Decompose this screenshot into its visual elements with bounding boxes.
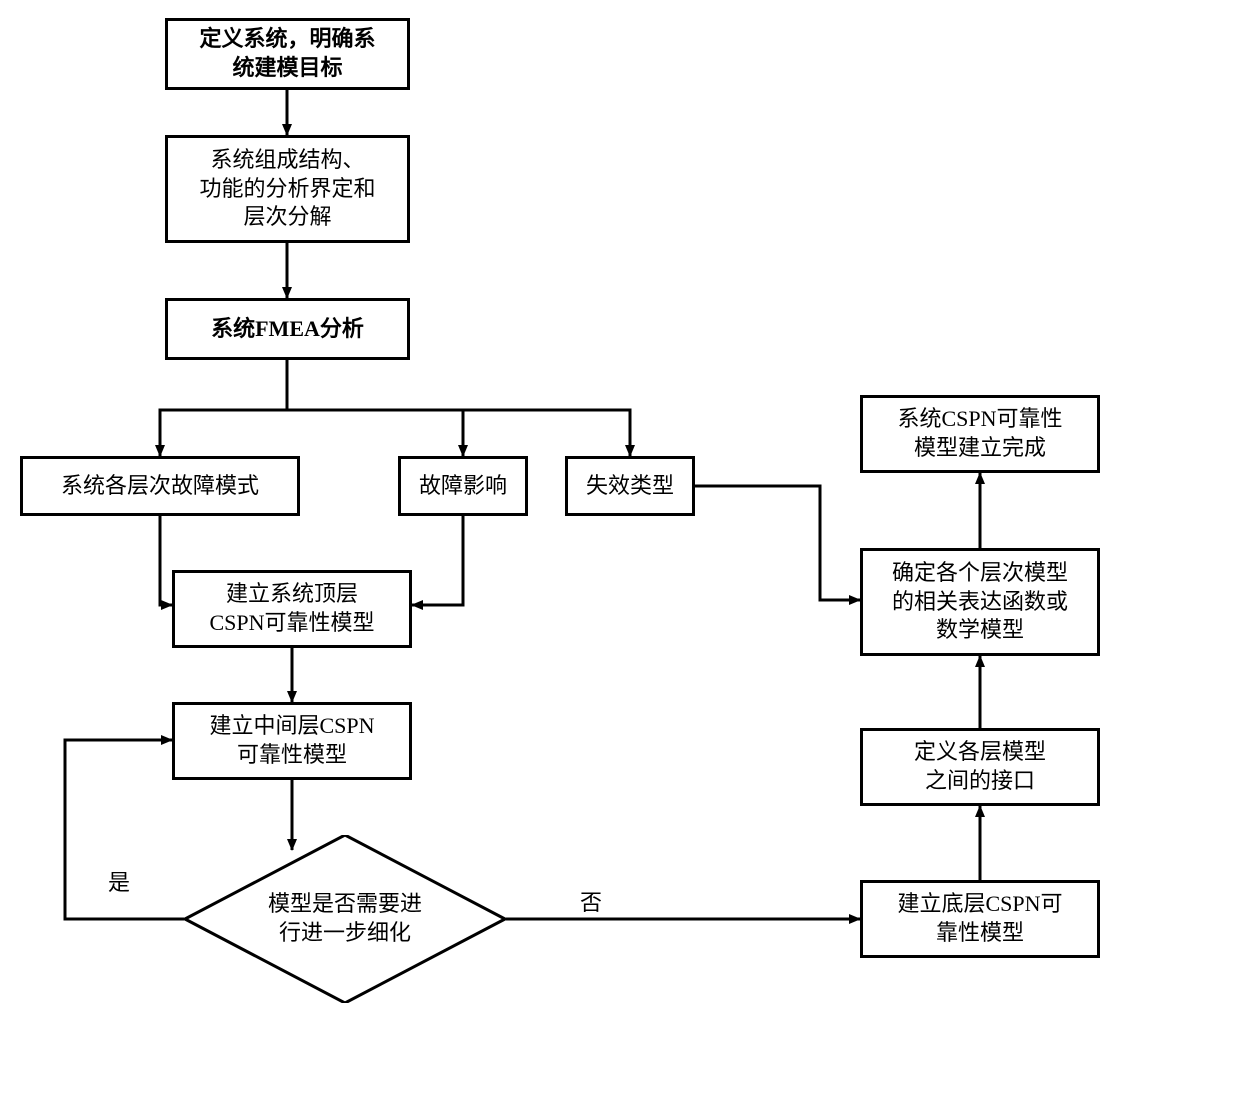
flowchart-node-n5: 故障影响 [398, 456, 528, 516]
node-text: 失效类型 [586, 472, 674, 501]
flowchart-edge [160, 516, 172, 605]
flowchart-edge [287, 360, 463, 456]
node-text: 建立中间层CSPN可靠性模型 [209, 712, 374, 769]
node-text: 故障影响 [419, 472, 507, 501]
flowchart-edge [695, 486, 860, 600]
node-text: 确定各个层次模型的相关表达函数或数学模型 [892, 559, 1068, 645]
node-text: 系统组成结构、功能的分析界定和层次分解 [199, 146, 375, 232]
node-text: 建立底层CSPN可靠性模型 [897, 890, 1062, 947]
flowchart-edge [412, 516, 463, 605]
flowchart-node-n6: 失效类型 [565, 456, 695, 516]
flowchart-node-n13: 系统CSPN可靠性模型建立完成 [860, 395, 1100, 473]
flowchart-node-n10: 建立底层CSPN可靠性模型 [860, 880, 1100, 958]
flowchart-edge-label: 是 [108, 865, 130, 897]
node-text: 建立系统顶层CSPN可靠性模型 [209, 580, 374, 637]
flowchart-node-n9: 模型是否需要进行进一步细化 [185, 835, 505, 1003]
flowchart-edge-label: 否 [580, 885, 602, 917]
flowchart-node-n12: 确定各个层次模型的相关表达函数或数学模型 [860, 548, 1100, 656]
node-text: 定义系统，明确系统建模目标 [199, 25, 375, 82]
node-text: 定义各层模型之间的接口 [914, 738, 1046, 795]
node-text: 系统FMEA分析 [211, 315, 364, 344]
flowchart-node-n1: 定义系统，明确系统建模目标 [165, 18, 410, 90]
node-text: 模型是否需要进行进一步细化 [268, 890, 422, 947]
flowchart-node-n3: 系统FMEA分析 [165, 298, 410, 360]
flowchart-node-n7: 建立系统顶层CSPN可靠性模型 [172, 570, 412, 648]
flowchart-node-n8: 建立中间层CSPN可靠性模型 [172, 702, 412, 780]
flowchart-node-n4: 系统各层次故障模式 [20, 456, 300, 516]
flowchart-node-n11: 定义各层模型之间的接口 [860, 728, 1100, 806]
node-text: 系统CSPN可靠性模型建立完成 [897, 405, 1062, 462]
flowchart-node-n2: 系统组成结构、功能的分析界定和层次分解 [165, 135, 410, 243]
node-text: 系统各层次故障模式 [61, 472, 259, 501]
flowchart-edge [160, 360, 287, 456]
flowchart-edge [287, 360, 630, 456]
